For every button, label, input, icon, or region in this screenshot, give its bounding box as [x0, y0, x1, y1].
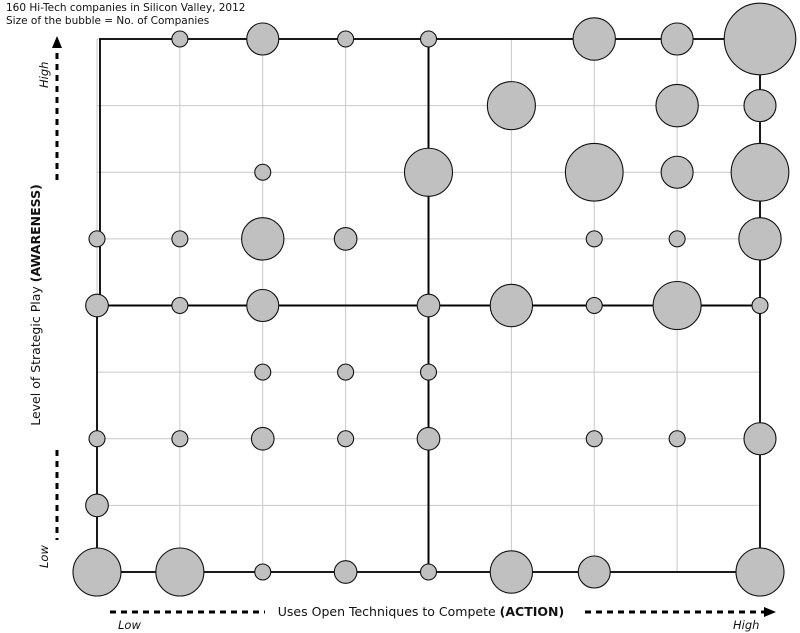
x-axis-label: Uses Open Techniques to Compete (ACTION)	[278, 604, 564, 619]
bubble	[743, 422, 777, 456]
bubble	[419, 363, 438, 381]
y-axis-label-bold: (AWARENESS)	[28, 184, 43, 282]
y-low-label: Low	[37, 545, 51, 568]
bubble	[254, 163, 272, 181]
y-axis-label-text: Level of Strategic Play	[28, 286, 43, 426]
bubble	[585, 296, 603, 315]
bubble	[652, 280, 702, 331]
bubble	[337, 430, 355, 448]
bubble	[171, 30, 189, 48]
bubble	[246, 288, 280, 323]
bubble	[337, 30, 355, 48]
bubble	[416, 293, 441, 318]
bubble	[88, 230, 106, 248]
bubble	[585, 230, 603, 248]
x-arrow-head-icon	[764, 607, 776, 617]
bubble	[660, 155, 694, 189]
bubble	[155, 547, 205, 597]
bubble	[171, 430, 189, 448]
chart-subtitle: Size of the bubble = No. of Companies	[6, 15, 210, 27]
bubble	[585, 430, 603, 448]
bubble	[668, 430, 686, 448]
bubble	[171, 296, 189, 315]
bubble	[85, 493, 109, 518]
bubble	[486, 81, 536, 131]
bubble	[572, 17, 616, 61]
bubble	[333, 227, 358, 251]
bubble	[403, 147, 454, 197]
bubble	[564, 142, 624, 202]
bubble	[416, 426, 441, 451]
bubble	[489, 283, 534, 328]
bubble	[655, 83, 699, 128]
bubble	[660, 22, 694, 56]
bubble	[337, 363, 355, 381]
bubble	[85, 293, 109, 318]
y-axis-label: Level of Strategic Play (AWARENESS)	[28, 184, 43, 426]
bubbles	[72, 2, 797, 597]
y-arrow-head-icon	[52, 36, 62, 48]
bubble	[254, 563, 272, 581]
bubble	[250, 426, 275, 451]
bubble	[333, 560, 358, 584]
bubble	[246, 22, 280, 56]
y-high-label: High	[37, 62, 51, 88]
chart-title: 160 Hi-Tech companies in Silicon Valley,…	[6, 2, 246, 14]
bubble	[88, 430, 106, 448]
x-axis-label-text: Uses Open Techniques to Compete	[278, 604, 496, 619]
x-axis-label-bold: (ACTION)	[500, 604, 565, 619]
bubble	[751, 296, 769, 315]
bubble	[241, 217, 285, 261]
bubble	[730, 142, 790, 202]
bubble	[743, 89, 777, 123]
bubble	[419, 563, 438, 581]
bubble	[577, 555, 611, 589]
bubble	[254, 363, 272, 381]
x-high-label: High	[733, 618, 759, 632]
bubble	[735, 547, 785, 597]
x-low-label: Low	[118, 618, 141, 632]
bubble	[738, 217, 782, 261]
bubble	[419, 30, 438, 48]
bubble	[723, 2, 797, 76]
bubble	[668, 230, 686, 248]
bubble	[72, 547, 122, 597]
bubble	[489, 550, 534, 594]
bubble	[171, 230, 189, 248]
